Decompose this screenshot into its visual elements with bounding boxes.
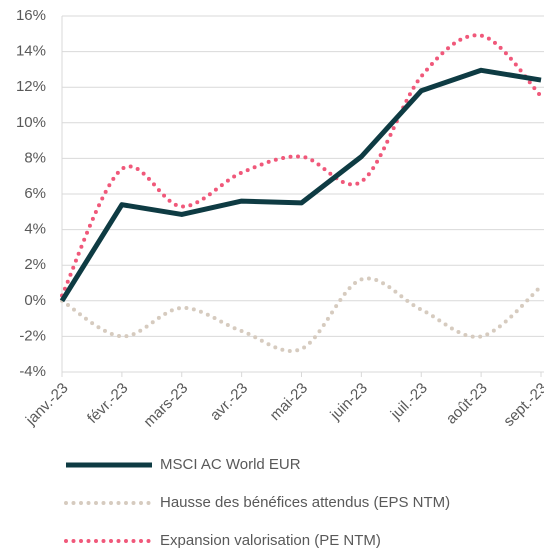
y-tick-label: 10% — [16, 114, 46, 131]
y-tick-label: 12% — [16, 78, 46, 95]
series-line — [60, 276, 543, 353]
y-tick-label: 0% — [24, 292, 46, 309]
x-tick-label: févr.-23 — [84, 380, 131, 427]
y-tick-label: -2% — [19, 327, 46, 344]
x-tick-label: août-23 — [443, 380, 491, 428]
legend-label: Expansion valorisation (PE NTM) — [160, 532, 381, 549]
y-tick-label: 8% — [24, 149, 46, 166]
x-tick-label: mai-23 — [267, 380, 311, 424]
y-tick-label: 4% — [24, 221, 46, 238]
x-tick-label: mars-23 — [140, 380, 191, 431]
y-tick-label: 6% — [24, 185, 46, 202]
legend-label: MSCI AC World EUR — [160, 456, 301, 473]
y-tick-label: -4% — [19, 363, 46, 380]
x-tick-label: janv.-23 — [22, 380, 72, 430]
y-tick-label: 14% — [16, 43, 46, 60]
x-tick-label: juil.-23 — [387, 380, 431, 424]
series-line — [59, 67, 542, 303]
x-tick-label: avr.-23 — [207, 380, 251, 424]
legend-label: Hausse des bénéfices attendus (EPS NTM) — [160, 494, 450, 511]
y-tick-label: 2% — [24, 256, 46, 273]
series-line — [60, 33, 543, 298]
x-tick-label: juin-23 — [326, 380, 371, 425]
y-tick-label: 16% — [16, 7, 46, 24]
x-tick-label: sept.-23 — [500, 380, 544, 430]
